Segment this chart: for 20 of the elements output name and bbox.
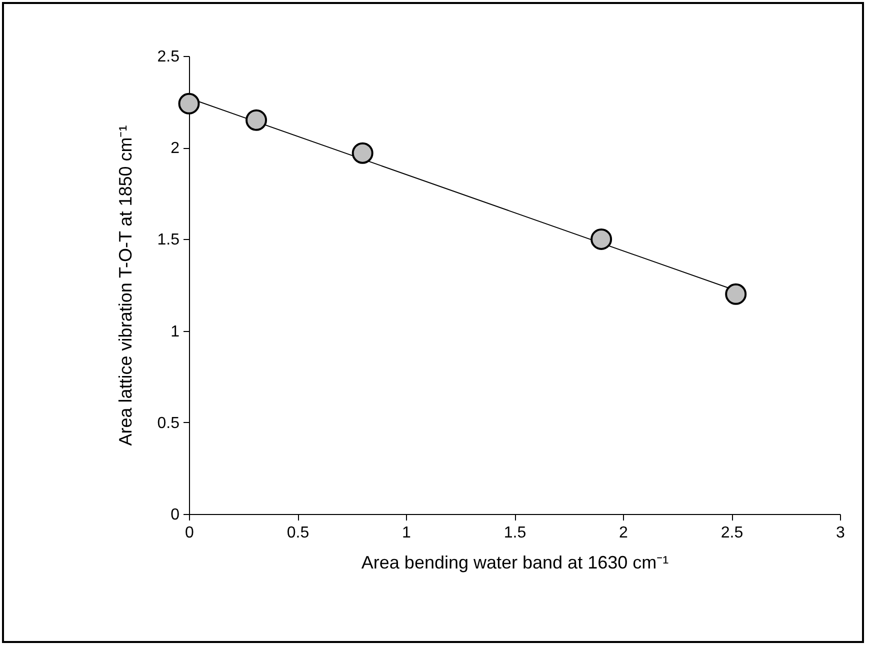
x-tick-label: 0.5 — [286, 524, 310, 542]
point — [352, 142, 374, 164]
point — [725, 283, 747, 305]
x-tick-label: 2.5 — [720, 524, 744, 542]
x-tick-label: 3 — [836, 524, 846, 542]
x-tick-label: 0 — [185, 524, 194, 542]
x-tick-label: 1.5 — [504, 524, 526, 542]
y-tick-label: 2 — [170, 140, 180, 158]
y-tick-label: 1 — [170, 323, 180, 340]
y-tick-label: 1.5 — [157, 232, 180, 249]
x-tick-label: 1 — [402, 524, 412, 542]
point — [590, 228, 612, 250]
y-tick-label: 0 — [170, 506, 180, 524]
x-axis-title: Area bending water band at 1630 cm⁻¹ — [361, 552, 669, 572]
x-tick-label: 2 — [619, 524, 628, 542]
y-axis-title: Area lattice vibration T-O-T at 1850 cm⁻¹ — [115, 125, 136, 446]
y-tick-label: 2.5 — [157, 48, 180, 66]
y-tick-label: 0.5 — [157, 414, 180, 432]
point — [178, 92, 200, 114]
point — [246, 109, 268, 131]
